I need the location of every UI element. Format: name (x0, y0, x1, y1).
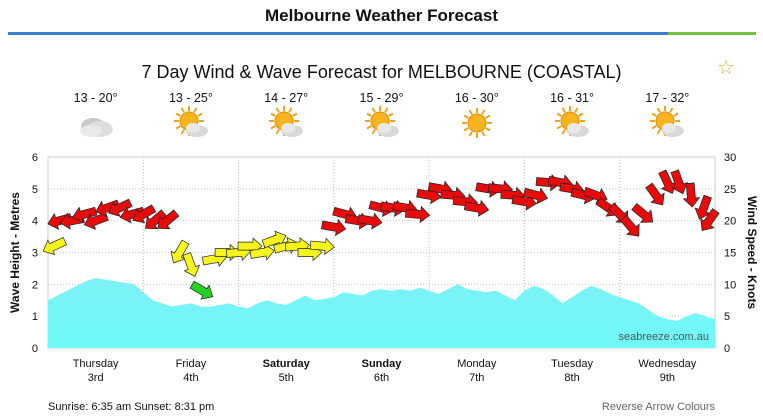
day-temp-range: 13 - 20° (73, 91, 118, 105)
watermark: seabreeze.com.au (619, 331, 710, 343)
wind-arrow (119, 206, 145, 224)
y-tick-right: 5 (724, 311, 730, 323)
partly-cloudy-icon (266, 106, 306, 142)
day-date: 8th (564, 372, 579, 384)
sun-times: Sunrise: 6:35 am Sunset: 8:31 pm (48, 401, 215, 413)
wind-arrow (670, 169, 688, 195)
y-axis-title-left: Wave Height - Metres (8, 192, 22, 313)
day-date: 5th (279, 372, 294, 384)
title-rule (8, 32, 756, 35)
y-tick-left: 3 (32, 248, 38, 260)
wind-arrow (170, 239, 190, 264)
day-temp-range: 13 - 25° (168, 91, 213, 105)
day-label: Thursday (73, 358, 119, 370)
day-date: 4th (183, 372, 198, 384)
wind-arrow (182, 252, 201, 277)
y-tick-left: 1 (32, 311, 38, 323)
y-tick-left: 5 (32, 184, 38, 196)
wind-arrow (189, 280, 214, 300)
y-tick-right: 10 (724, 279, 736, 291)
wind-arrow (72, 206, 98, 224)
partly-cloudy-icon (362, 106, 402, 142)
wind-arrow (645, 182, 665, 206)
y-axis-title-right: Wind Speed - Knots (745, 196, 759, 310)
wind-arrow (694, 194, 712, 220)
day-label: Saturday (263, 358, 311, 370)
y-tick-left: 0 (32, 343, 38, 355)
y-tick-left: 4 (32, 216, 38, 228)
sunny-icon (457, 106, 497, 142)
wind-arrow (700, 208, 720, 231)
title-rule-accent (668, 32, 756, 35)
wind-arrow (619, 214, 640, 237)
wind-arrow (522, 187, 549, 205)
day-date: 7th (469, 372, 484, 384)
y-tick-right: 0 (724, 343, 730, 355)
wind-arrow (42, 236, 68, 256)
y-tick-right: 30 (724, 152, 736, 164)
y-tick-right: 25 (724, 184, 736, 196)
partly-cloudy-icon (171, 106, 211, 142)
wind-arrow (631, 203, 654, 223)
day-temp-range: 16 - 30° (454, 91, 499, 105)
y-tick-right: 20 (724, 216, 736, 228)
cloudy-icon (76, 106, 116, 142)
day-temp-range: 17 - 32° (645, 91, 690, 105)
wind-arrow (682, 182, 701, 208)
favourite-star-icon[interactable]: ☆ (717, 57, 735, 79)
day-label: Tuesday (551, 358, 593, 370)
wind-arrow (463, 199, 490, 218)
wind-arrow (145, 209, 167, 230)
page-title: Melbourne Weather Forecast (264, 6, 499, 25)
y-tick-left: 6 (32, 152, 38, 164)
day-temp-range: 16 - 31° (550, 91, 595, 105)
wind-arrow (132, 204, 157, 224)
partly-cloudy-icon (647, 106, 687, 142)
day-label: Friday (176, 358, 207, 370)
y-tick-right: 15 (724, 248, 736, 260)
wind-arrow (157, 209, 180, 230)
wind-arrow (658, 169, 677, 194)
day-date: 6th (374, 372, 389, 384)
wind-arrow (309, 237, 335, 256)
wind-arrow (320, 218, 347, 237)
day-label: Sunday (362, 358, 403, 370)
wind-arrow (357, 212, 383, 230)
day-label: Wednesday (638, 358, 696, 370)
wave-height-area (48, 278, 715, 348)
reverse-arrow-colours-link[interactable]: Reverse Arrow Colours (601, 401, 715, 413)
wind-arrow (405, 205, 431, 224)
day-temp-range: 15 - 29° (359, 91, 404, 105)
day-label: Monday (457, 358, 497, 370)
wind-arrow (108, 198, 133, 217)
partly-cloudy-icon (552, 106, 592, 142)
chart-title: 7 Day Wind & Wave Forecast for MELBOURNE… (141, 62, 622, 82)
day-date: 9th (660, 372, 675, 384)
day-date: 3rd (88, 372, 104, 384)
wind-wave-chart: seabreeze.com.au 0 1 2 3 4 5 6 0 5 10 15 20 25 30 Wave … (8, 152, 759, 384)
y-tick-left: 2 (32, 279, 38, 291)
day-temp-range: 14 - 27° (264, 91, 309, 105)
